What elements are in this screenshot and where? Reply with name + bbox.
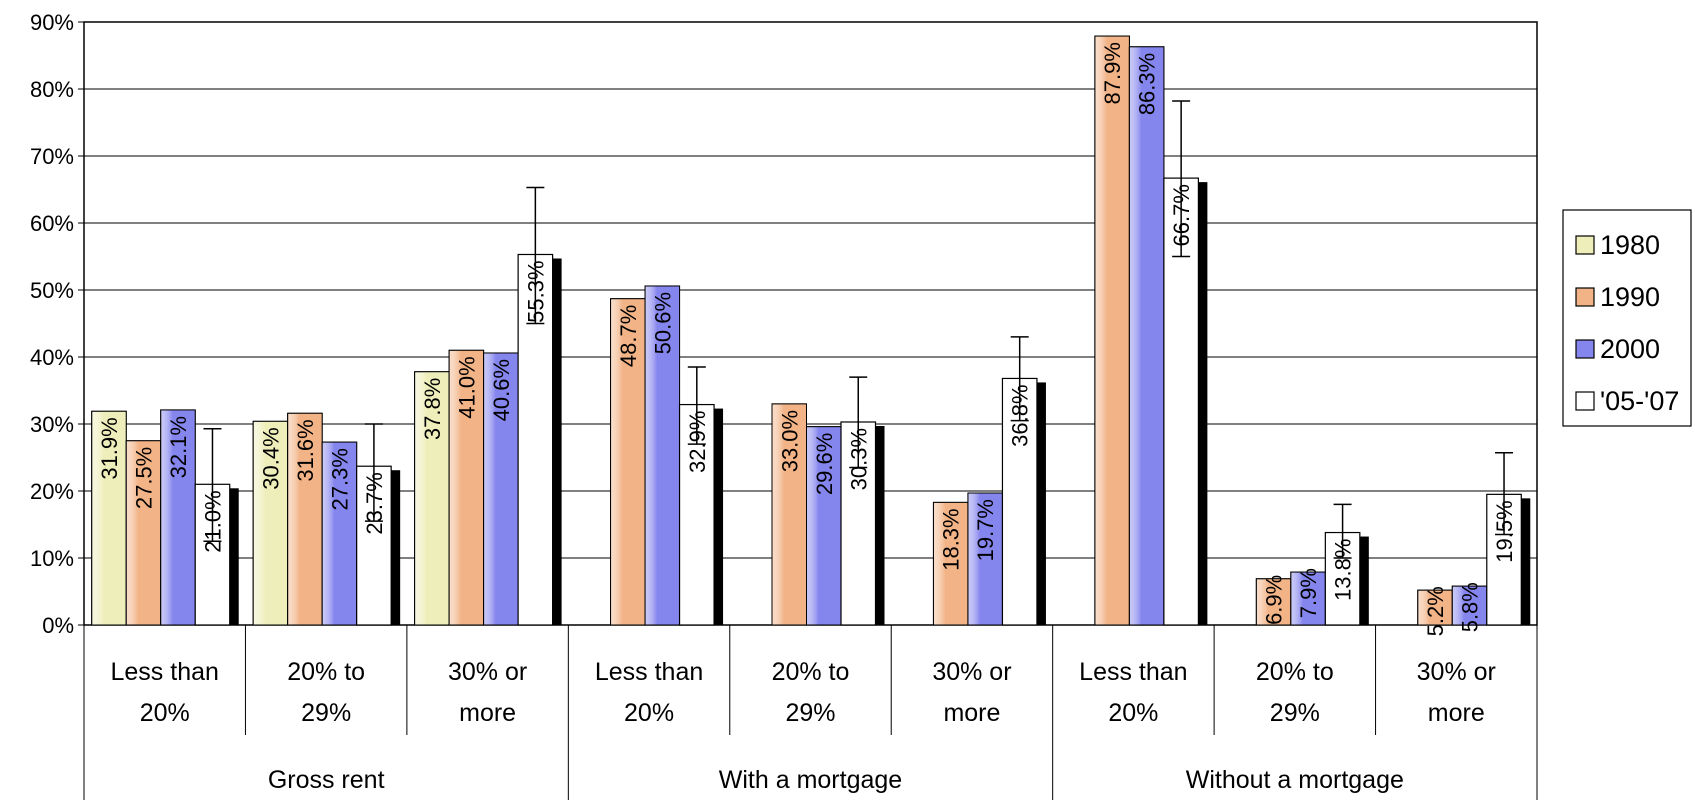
data-label: 86.3%: [1135, 53, 1160, 115]
bar-shadow: [229, 488, 239, 625]
bars: [91, 35, 1531, 626]
category-label: 30% or: [448, 658, 527, 686]
bar-shade: [644, 285, 681, 626]
data-label: 27.5%: [131, 447, 156, 509]
data-label: 50.6%: [650, 292, 675, 354]
bar-shade: [160, 409, 196, 626]
bar-shadow: [552, 258, 562, 625]
error-bars: [203, 100, 1514, 559]
y-tick-label: 20%: [30, 479, 74, 504]
category-label: 29%: [1270, 699, 1320, 727]
bar-shade: [1094, 35, 1130, 626]
data-label: 27.3%: [327, 448, 352, 510]
data-label: 7.9%: [1296, 568, 1321, 618]
bar-shadow: [391, 470, 401, 625]
bar-shade: [287, 412, 323, 626]
y-axis-ticks: 0% 10% 20% 30% 40% 50% 60% 70% 80% 90%: [30, 10, 84, 638]
legend-label: '05-'07: [1600, 386, 1679, 416]
bar-shade: [1255, 578, 1292, 626]
bar-shade: [448, 349, 485, 626]
legend-label: 1980: [1600, 230, 1660, 260]
data-label: 5.8%: [1458, 582, 1483, 632]
data-label: 41.0%: [454, 356, 479, 418]
y-tick-label: 0%: [42, 613, 74, 638]
data-label: 32.1%: [166, 416, 191, 478]
bar-shadow: [1521, 498, 1531, 625]
legend-swatch: [1575, 391, 1595, 411]
category-label: 20% to: [772, 658, 850, 686]
category-label: 20% to: [1256, 658, 1334, 686]
data-label: 87.9%: [1100, 42, 1125, 104]
y-tick-label: 30%: [30, 412, 74, 437]
data-label: 40.6%: [489, 359, 514, 421]
legend: 1980 1990 2000 '05-'07: [1562, 209, 1692, 427]
bar-shade: [91, 410, 127, 626]
category-label: 29%: [785, 699, 835, 727]
data-label: 33.0%: [777, 410, 802, 472]
category-label: 29%: [301, 699, 351, 727]
category-label: Less than: [111, 658, 219, 686]
data-label: 6.9%: [1262, 575, 1287, 625]
y-tick-label: 70%: [30, 144, 74, 169]
data-label: 29.6%: [812, 433, 837, 495]
data-label: 5.2%: [1423, 586, 1448, 636]
bar-shade: [1417, 589, 1453, 626]
y-tick-label: 80%: [30, 77, 74, 102]
data-label: 48.7%: [616, 305, 641, 367]
bar-shade: [932, 501, 969, 626]
bar-shadow: [1198, 182, 1208, 626]
bar-shade: [1128, 46, 1165, 626]
bar-shade: [967, 492, 1003, 626]
legend-swatch: [1575, 287, 1595, 307]
category-label: more: [1428, 699, 1485, 727]
legend-label: 2000: [1600, 334, 1660, 364]
bar-shade: [483, 352, 519, 626]
y-tick-label: 10%: [30, 546, 74, 571]
y-tick-label: 60%: [30, 211, 74, 236]
category-label: Less than: [1079, 658, 1187, 686]
data-label: 37.8%: [420, 378, 445, 440]
bar-shadow: [1359, 536, 1369, 625]
x-axis: Less than 20% 20% to 29% 30% or more Gross ren…: [83, 625, 1538, 800]
legend-label: 1990: [1600, 282, 1660, 312]
y-tick-label: 40%: [30, 345, 74, 370]
data-label: 30.4%: [258, 427, 283, 489]
group-label: Gross rent: [268, 766, 385, 794]
category-label: 20%: [624, 699, 674, 727]
group-label: Without a mortgage: [1186, 766, 1404, 794]
category-label: more: [459, 699, 516, 727]
category-label: 20% to: [287, 658, 365, 686]
bar-shade: [771, 403, 807, 626]
legend-swatch: [1575, 339, 1595, 359]
group-label: With a mortgage: [719, 766, 902, 794]
category-label: 20%: [140, 699, 190, 727]
bar-shadow: [875, 425, 885, 625]
category-label: 30% or: [932, 658, 1011, 686]
y-tick-label: 90%: [30, 10, 74, 35]
category-label: 30% or: [1417, 658, 1496, 686]
category-label: more: [943, 699, 1000, 727]
bar-shade: [125, 440, 162, 626]
data-label: 19.7%: [973, 499, 998, 561]
data-label: 31.9%: [97, 417, 122, 479]
y-tick-label: 50%: [30, 278, 74, 303]
legend-swatch: [1575, 235, 1595, 255]
category-label: 20%: [1108, 699, 1158, 727]
data-labels: 31.9% 30.4% 37.8% 27.5% 31.6% 41.0% 48.7% 33.0%…: [97, 42, 1517, 636]
category-label: Less than: [595, 658, 703, 686]
bar-shadow: [1036, 382, 1046, 625]
bar-shade: [321, 441, 358, 626]
data-label: 18.3%: [939, 508, 964, 570]
data-label: 31.6%: [293, 419, 318, 481]
bar-shadow: [714, 408, 724, 625]
